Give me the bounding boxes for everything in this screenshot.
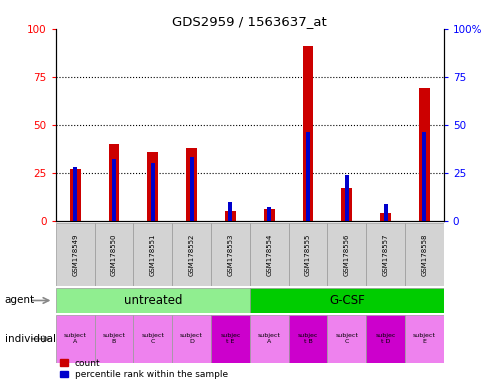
Text: GSM178558: GSM178558: [421, 233, 426, 276]
Bar: [133, 315, 172, 363]
Bar: [344, 175, 348, 221]
Text: GSM178555: GSM178555: [304, 233, 310, 276]
Bar: [56, 223, 94, 286]
Text: G-CSF: G-CSF: [328, 294, 364, 307]
Bar: [249, 223, 288, 286]
Text: subject
E: subject E: [412, 333, 435, 344]
Bar: [341, 188, 351, 221]
Bar: [302, 46, 313, 221]
Bar: [365, 315, 404, 363]
Text: GSM178549: GSM178549: [72, 233, 78, 276]
Bar: [147, 152, 158, 221]
Bar: [263, 209, 274, 221]
Text: subject
A: subject A: [257, 333, 280, 344]
Bar: [70, 169, 80, 221]
Text: GSM178553: GSM178553: [227, 233, 233, 276]
Bar: [94, 315, 133, 363]
Bar: [228, 202, 232, 221]
Bar: [73, 167, 77, 221]
Bar: [56, 315, 94, 363]
Bar: [172, 315, 211, 363]
Text: GSM178552: GSM178552: [188, 233, 194, 276]
Bar: [189, 157, 193, 221]
Bar: [249, 315, 288, 363]
Text: GSM178550: GSM178550: [111, 233, 117, 276]
Text: subjec
t B: subjec t B: [297, 333, 318, 344]
Bar: [327, 315, 365, 363]
Bar: [186, 148, 197, 221]
Bar: [418, 88, 429, 221]
Bar: [112, 159, 116, 221]
Bar: [383, 204, 387, 221]
Bar: [249, 288, 443, 313]
Bar: [404, 315, 443, 363]
Text: GSM178551: GSM178551: [150, 233, 155, 276]
Text: subject
B: subject B: [102, 333, 125, 344]
Legend: count, percentile rank within the sample: count, percentile rank within the sample: [60, 359, 227, 379]
Text: subject
A: subject A: [63, 333, 87, 344]
Text: subject
D: subject D: [180, 333, 203, 344]
Bar: [267, 207, 271, 221]
Text: GSM178557: GSM178557: [382, 233, 388, 276]
Bar: [422, 132, 425, 221]
Bar: [225, 211, 235, 221]
Bar: [133, 223, 172, 286]
Bar: [365, 223, 404, 286]
Bar: [211, 223, 249, 286]
Text: subject
C: subject C: [334, 333, 358, 344]
Bar: [288, 315, 327, 363]
Text: subjec
t E: subjec t E: [220, 333, 240, 344]
Text: GSM178554: GSM178554: [266, 233, 272, 276]
Text: agent: agent: [5, 295, 35, 306]
Text: untreated: untreated: [123, 294, 182, 307]
Bar: [94, 223, 133, 286]
Bar: [379, 213, 390, 221]
Bar: [404, 223, 443, 286]
Bar: [288, 223, 327, 286]
Text: subjec
t D: subjec t D: [375, 333, 395, 344]
Bar: [108, 144, 119, 221]
Bar: [172, 223, 211, 286]
Text: individual: individual: [5, 334, 56, 344]
Bar: [305, 132, 309, 221]
Bar: [56, 288, 249, 313]
Bar: [151, 163, 154, 221]
Title: GDS2959 / 1563637_at: GDS2959 / 1563637_at: [172, 15, 327, 28]
Bar: [211, 315, 249, 363]
Bar: [327, 223, 365, 286]
Text: subject
C: subject C: [141, 333, 164, 344]
Text: GSM178556: GSM178556: [343, 233, 349, 276]
